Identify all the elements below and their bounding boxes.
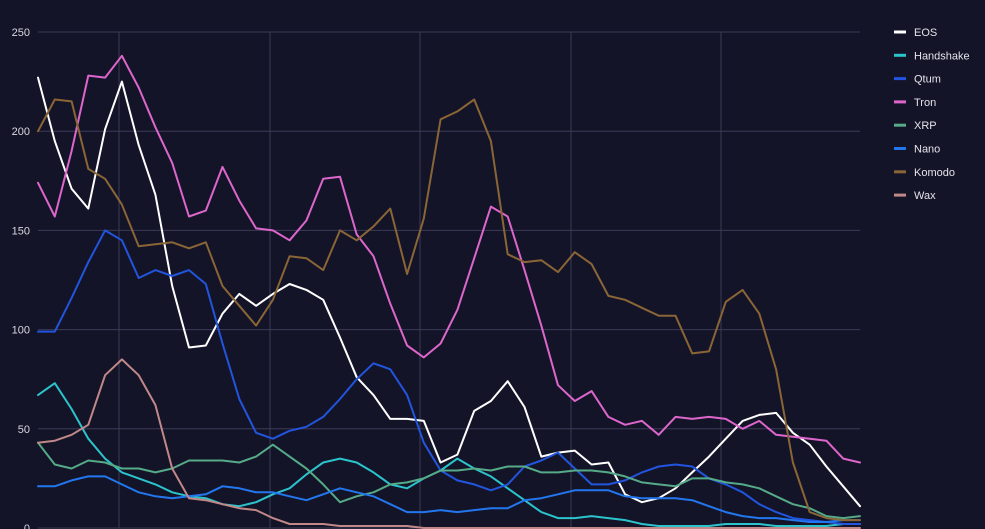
legend-label: Qtum (914, 74, 941, 86)
y-tick-label-50: 50 (18, 424, 30, 436)
legend-item-nano[interactable]: Nano (894, 144, 940, 156)
chart-grid (38, 31, 860, 529)
chart-legend[interactable]: EOS Handshake Qtum Tron XRP Nano Komodo Wax (894, 27, 970, 202)
legend-label: Tron (914, 97, 936, 109)
series-line-eos (37, 76, 861, 508)
y-tick-label-200: 200 (12, 126, 30, 138)
chart-series (37, 54, 861, 529)
legend-label: XRP (914, 120, 937, 132)
series-line-handshake (37, 382, 861, 527)
y-tick-label-250: 250 (12, 27, 30, 39)
series-line-komodo (37, 98, 861, 522)
legend-label: Nano (914, 144, 940, 156)
legend-item-tron[interactable]: Tron (894, 97, 936, 109)
legend-label: Handshake (914, 50, 970, 62)
series-line-tron (37, 54, 861, 464)
legend-label: Komodo (914, 167, 955, 179)
legend-item-komodo[interactable]: Komodo (894, 167, 955, 179)
y-tick-label-0: 0 (24, 523, 30, 529)
series-line-xrp (37, 441, 861, 520)
legend-item-xrp[interactable]: XRP (894, 120, 937, 132)
legend-label: EOS (914, 27, 937, 39)
y-tick-label-100: 100 (12, 325, 30, 337)
series-line-wax (37, 358, 861, 529)
y-tick-label-150: 150 (12, 225, 30, 237)
legend-item-handshake[interactable]: Handshake (894, 50, 970, 62)
series-line-nano (37, 475, 861, 523)
legend-label: Wax (914, 190, 936, 202)
legend-item-qtum[interactable]: Qtum (894, 74, 941, 86)
legend-item-wax[interactable]: Wax (894, 190, 936, 202)
legend-item-eos[interactable]: EOS (894, 27, 937, 39)
series-line-qtum (37, 229, 861, 525)
y-axis: 0 50 100 150 200 250 (12, 27, 30, 529)
